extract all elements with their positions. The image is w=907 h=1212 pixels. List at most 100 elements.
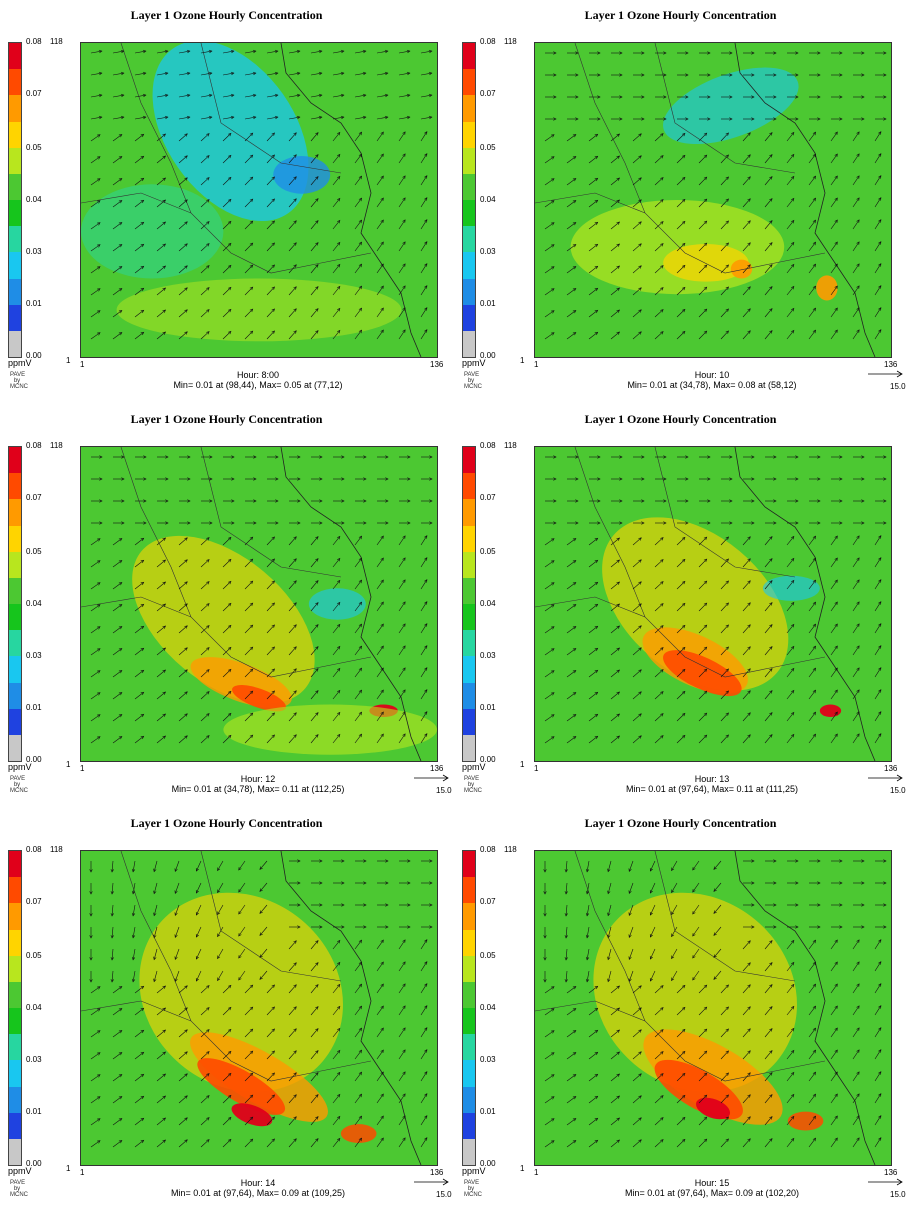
wind-vector-head xyxy=(424,579,428,583)
wind-vector-head xyxy=(638,625,642,629)
wind-vector-head xyxy=(271,624,275,628)
wind-vector xyxy=(607,926,612,938)
wind-vector xyxy=(654,1117,664,1126)
wind-vector-head xyxy=(402,961,406,965)
wind-vector-head xyxy=(550,736,555,740)
wind-vector-head xyxy=(660,985,664,989)
wind-vector-head xyxy=(162,199,166,203)
wind-vector-head xyxy=(249,712,254,717)
colorbar-segment xyxy=(9,1086,21,1114)
wind-vector xyxy=(156,116,168,120)
wind-vector xyxy=(874,689,882,700)
wind-vector-head xyxy=(363,521,367,525)
wind-vector xyxy=(222,309,232,318)
wind-vector-head xyxy=(834,983,838,988)
ozone-map xyxy=(80,446,438,762)
wind-vector-head xyxy=(153,912,157,917)
wind-vector-head xyxy=(184,647,188,651)
wind-vector-head xyxy=(795,859,799,863)
wind-vector-head xyxy=(856,667,860,671)
wind-vector-head xyxy=(817,117,821,121)
colorbar-tick-label: 0.01 xyxy=(26,703,42,712)
wind-vector-head xyxy=(616,713,620,717)
wind-vector-head xyxy=(131,978,136,983)
wind-vector-head xyxy=(340,93,345,98)
wind-vector-head xyxy=(550,310,555,314)
wind-vector xyxy=(676,133,686,142)
wind-vector-head xyxy=(315,668,319,672)
wind-vector-head xyxy=(856,535,860,539)
wind-vector-head xyxy=(660,287,664,291)
wind-vector-head xyxy=(293,1050,297,1054)
wind-vector-head xyxy=(616,647,620,651)
wind-vector-head xyxy=(259,954,263,958)
wind-vector-head xyxy=(638,331,642,335)
wind-vector-head xyxy=(165,455,169,459)
wind-vector-head xyxy=(206,331,210,335)
wind-vector-head xyxy=(118,582,123,586)
wind-vector xyxy=(566,1030,577,1038)
wind-vector-head xyxy=(96,1140,101,1144)
wind-vector-head xyxy=(594,287,599,292)
reference-vector-arrow xyxy=(868,1178,903,1186)
wind-vector xyxy=(376,645,384,656)
wind-vector-head xyxy=(227,176,232,181)
wind-vector-head xyxy=(607,912,611,917)
wind-vector-head xyxy=(96,670,101,674)
wind-vector xyxy=(332,286,341,296)
wind-vector xyxy=(874,579,882,590)
ozone-map-svg xyxy=(80,40,437,358)
wind-vector-head xyxy=(315,1050,319,1054)
wind-vector-head xyxy=(293,1028,297,1032)
wind-vector-head xyxy=(550,1140,555,1144)
wind-vector-head xyxy=(238,910,242,915)
wind-vector-head xyxy=(751,51,755,55)
wind-vector-head xyxy=(861,51,865,55)
wind-vector-head xyxy=(575,499,579,503)
wind-vector-head xyxy=(96,1052,101,1056)
colorbar-segment xyxy=(9,981,21,1009)
wind-vector-head xyxy=(685,117,689,121)
wind-vector-head xyxy=(812,285,817,290)
wind-vector xyxy=(354,176,362,186)
wind-vector xyxy=(310,580,319,590)
wind-vector xyxy=(90,310,101,318)
wind-vector-head xyxy=(131,890,136,895)
wind-vector-head xyxy=(812,623,817,628)
colorbar-segment xyxy=(463,226,475,253)
wind-vector xyxy=(222,713,232,722)
reference-arrow-path xyxy=(414,774,449,782)
wind-vector xyxy=(720,1006,729,1016)
wind-vector xyxy=(808,1006,816,1016)
wind-vector-head xyxy=(96,266,101,270)
wind-vector xyxy=(610,1073,620,1082)
wind-vector xyxy=(222,50,234,54)
wind-vector-head xyxy=(703,242,708,247)
wind-vector xyxy=(398,535,406,546)
wind-vector xyxy=(376,307,384,318)
wind-vector-head xyxy=(769,1116,773,1120)
wind-vector-head xyxy=(424,601,428,605)
wind-vector-head xyxy=(297,499,301,503)
wind-vector-head xyxy=(271,668,275,672)
wind-vector-head xyxy=(315,1138,319,1142)
wind-vector-head xyxy=(238,954,242,959)
x-axis-max-label: 136 xyxy=(884,360,898,369)
wind-vector xyxy=(786,132,795,142)
wind-vector-head xyxy=(358,307,363,312)
wind-vector-head xyxy=(227,1094,232,1099)
wind-vector xyxy=(238,948,246,959)
wind-vector-head xyxy=(878,645,882,649)
wind-vector xyxy=(698,154,707,164)
wind-vector xyxy=(566,560,577,568)
wind-vector-head xyxy=(402,241,406,245)
wind-vector-head xyxy=(572,1008,577,1012)
wind-vector-head xyxy=(297,881,301,885)
wind-vector-head xyxy=(856,579,860,583)
wind-vector-head xyxy=(681,690,686,695)
wind-vector xyxy=(288,198,297,208)
wind-vector xyxy=(588,985,598,994)
wind-vector-head xyxy=(318,93,323,98)
wind-vector xyxy=(354,264,362,274)
wind-vector-head xyxy=(883,859,887,863)
